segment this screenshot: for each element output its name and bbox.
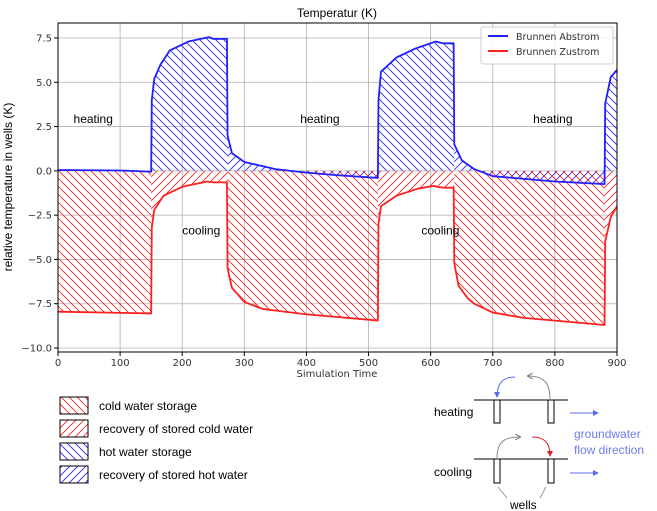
blue-hatch-area-cooling xyxy=(377,41,455,178)
wells-pointer-left xyxy=(497,486,508,499)
x-tick-label: 700 xyxy=(483,358,502,369)
hatch-legend-label: recovery of stored cold water xyxy=(99,422,253,436)
y-tick-label: 5.0 xyxy=(36,78,52,89)
x-tick-label: 100 xyxy=(111,358,130,369)
wells-label: wells xyxy=(509,498,537,511)
red-hatch-area-heating xyxy=(58,170,152,314)
swatch-hot-storage xyxy=(59,442,89,461)
hatch-legend-label: hot water storage xyxy=(99,445,192,459)
series-line-abstrom xyxy=(58,36,617,186)
y-tick-label: −10.0 xyxy=(21,344,52,355)
series-lines xyxy=(58,36,617,326)
blue-hatch-area-cooling xyxy=(604,69,617,185)
heating-annotation: heating xyxy=(300,112,339,126)
x-tick-label: 900 xyxy=(607,358,626,369)
y-tick-label: −5.0 xyxy=(28,255,52,266)
plot-frame xyxy=(57,22,618,353)
cooling-label: cooling xyxy=(434,465,472,479)
red-hatch-area-cooling xyxy=(604,170,617,325)
legend-label-zustrom: Brunnen Zustrom xyxy=(516,47,599,58)
well-left-cooling xyxy=(493,458,501,484)
cooling-annotation: cooling xyxy=(182,224,220,238)
hatch-legend-label: recovery of stored hot water xyxy=(99,468,248,482)
well-right-cooling xyxy=(547,458,555,484)
well-left-heating xyxy=(493,399,501,424)
y-tick-label: 2.5 xyxy=(36,122,52,133)
wells-pointer-right xyxy=(539,486,547,499)
well-diagram: heating cooling wells groundwater flow d… xyxy=(434,376,644,511)
hatched-areas xyxy=(58,37,617,325)
blue-hatch-area-cooling xyxy=(151,37,228,172)
arrow-red-cooling xyxy=(531,436,553,457)
arrow-blue-heating xyxy=(494,376,516,398)
chart-title: Temperatur (K) xyxy=(297,6,377,20)
red-hatch-area-cooling xyxy=(151,170,228,314)
x-tick-label: 300 xyxy=(235,358,254,369)
heating-annotation: heating xyxy=(74,112,113,126)
well-right-heating xyxy=(547,399,555,424)
x-axis-label: Simulation Time xyxy=(297,369,378,380)
arrow-gray-heating xyxy=(528,376,551,400)
cooling-annotation: cooling xyxy=(421,224,459,238)
x-tick-label: 500 xyxy=(359,358,378,369)
x-tick-label: 600 xyxy=(421,358,440,369)
hatch-legend-label: cold water storage xyxy=(99,399,197,413)
y-tick-label: −7.5 xyxy=(28,299,52,310)
legend: Brunnen Abstrom Brunnen Zustrom xyxy=(480,26,614,65)
red-hatch-area-cooling xyxy=(377,170,455,321)
y-tick-label: 7.5 xyxy=(36,34,52,45)
red-hatch-area-heating xyxy=(227,170,378,321)
x-axis: 0 100 200 300 400 500 600 700 800 900 xyxy=(55,352,627,369)
x-tick-label: 400 xyxy=(297,358,316,369)
y-tick-label: 0.0 xyxy=(36,166,52,177)
y-axis-label: relative temperature in wells (K) xyxy=(1,103,15,272)
red-hatch-area-heating xyxy=(454,170,605,325)
hatch-legend: cold water storage recovery of stored co… xyxy=(59,396,253,484)
series-line-zustrom xyxy=(58,180,617,326)
y-tick-label: −2.5 xyxy=(28,211,52,222)
arrow-gray-cooling xyxy=(496,437,520,459)
x-tick-label: 0 xyxy=(55,358,61,369)
y-axis: −10.0 −7.5 −5.0 −2.5 0.0 2.5 5.0 7.5 xyxy=(21,34,58,355)
legend-label-abstrom: Brunnen Abstrom xyxy=(516,32,599,43)
annotations: heating cooling heating cooling heating xyxy=(74,112,573,238)
swatch-cold-recovery xyxy=(59,419,89,438)
x-tick-label: 800 xyxy=(545,358,564,369)
heating-annotation: heating xyxy=(533,112,572,126)
heating-label: heating xyxy=(434,405,473,419)
flow-label-2: flow direction xyxy=(574,443,644,457)
x-tick-label: 200 xyxy=(173,358,192,369)
flow-label-1: groundwater xyxy=(574,427,641,441)
swatch-cold-storage xyxy=(59,396,89,415)
swatch-hot-recovery xyxy=(59,465,89,484)
